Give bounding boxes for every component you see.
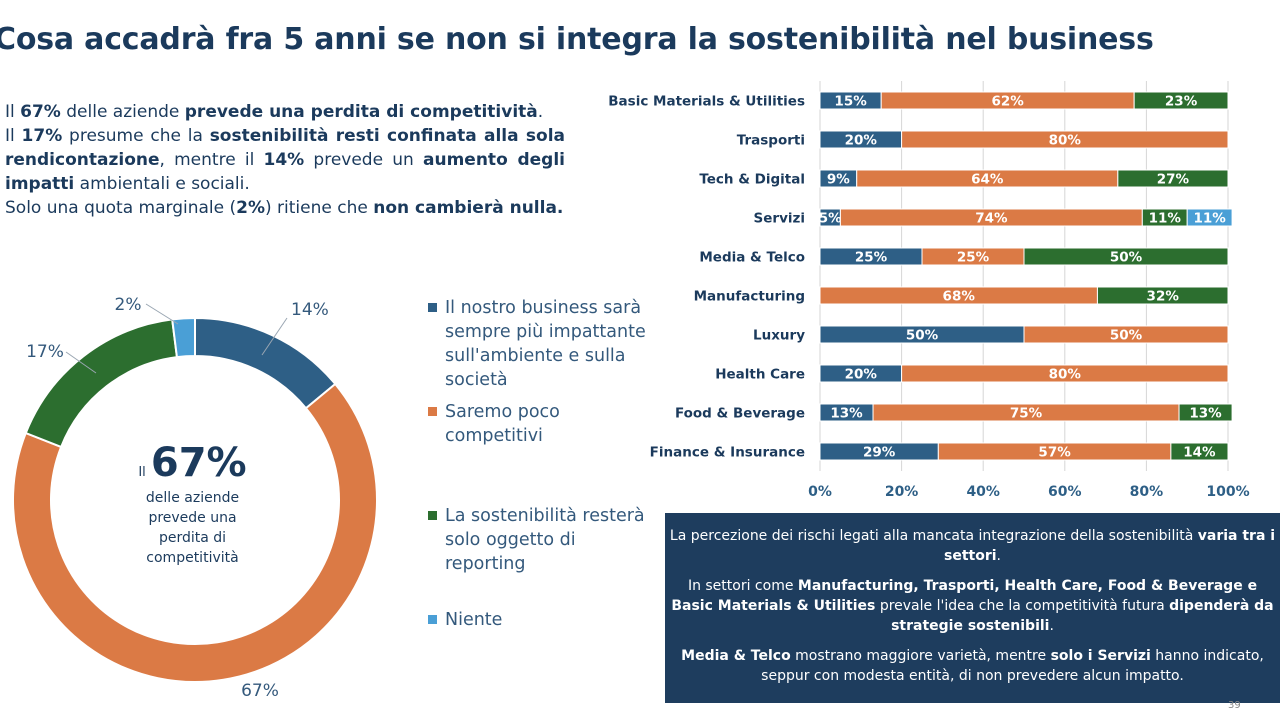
x-tick-label: 100% [1206,484,1249,500]
donut-center-description: delle aziende prevede una perdita di compet… [100,488,285,568]
data-label: 25% [855,250,888,266]
intro-text: Il 67% delle aziende prevede una perdita… [5,100,565,220]
data-label: 64% [971,172,1004,188]
x-tick-label: 0% [808,484,832,500]
donut-slice-label: 2% [115,295,142,315]
data-label: 62% [992,94,1025,110]
legend-label: Niente [445,610,503,630]
category-label: Manufacturing [694,289,805,305]
bar-segment [1170,442,1229,461]
data-label: 29% [863,445,896,461]
data-label: 80% [1049,133,1082,149]
category-label: Tech & Digital [699,172,805,188]
donut-center-pre: Il [138,465,146,480]
bar-segment [1023,325,1229,344]
data-label: 74% [975,211,1008,227]
data-label: 80% [1049,367,1082,383]
bar-segment [1023,247,1229,266]
data-label: 14% [1183,445,1216,461]
data-label: 13% [1189,406,1222,422]
donut-center-line: competitività [146,550,239,566]
legend-label: Il nostro business sarà sempre più impatt… [445,298,646,390]
donut-slice [171,316,196,359]
data-label: 27% [1157,172,1190,188]
data-label: 50% [906,328,939,344]
donut-slice-label: 14% [291,300,329,320]
category-label: Luxury [753,328,805,344]
x-tick-label: 60% [1048,484,1082,500]
donut-center-label: Il 67% delle aziende prevede una perdita d… [100,440,285,568]
donut-leader-line [261,317,288,356]
donut-leader-line [65,351,97,374]
category-label: Finance & Insurance [650,445,805,461]
donut-slice [194,316,337,410]
category-label: Food & Beverage [675,406,805,422]
data-label: 68% [943,289,976,305]
intro-paragraph-3: Solo una quota marginale (2%) ritiene ch… [5,198,564,218]
data-label: 11% [1193,211,1226,227]
insight-paragraph-3: Media & Telco mostrano maggiore varietà,… [681,648,1264,684]
bar-segment [1117,169,1229,188]
category-label: Trasporti [737,133,805,149]
data-label: 57% [1038,445,1071,461]
insight-panel: La percezione dei rischi legati alla man… [665,513,1280,703]
data-label: 75% [1010,406,1043,422]
page-number: 39 [1228,700,1241,711]
data-label: 20% [845,367,878,383]
legend-swatch [428,615,437,624]
bar-segment [1133,91,1229,110]
category-label: Media & Telco [699,250,805,266]
legend-label: La sostenibilità resterà solo oggetto di r… [445,506,645,574]
legend-item: Saremo poco competitivi [428,400,658,448]
bar-segment [901,364,1229,383]
bar-segment [1096,286,1229,305]
x-tick-label: 40% [966,484,1000,500]
legend-swatch [428,511,437,520]
donut-slice [24,318,179,449]
donut-center-line: prevede una [148,510,237,526]
page-title: Cosa accadrà fra 5 anni se non si integr… [0,22,1154,57]
donut-leader-line [145,303,179,325]
legend-label: Saremo poco competitivi [445,402,560,446]
donut-slice [12,382,378,683]
sector-bar-chart: 0% 20% 40% 60% 80% 100% Basic Materials & Util… [608,81,1250,500]
legend-swatch [428,407,437,416]
intro-paragraph-1: Il 67% delle aziende prevede una perdita… [5,102,544,122]
data-label: 50% [1110,250,1143,266]
legend-item: Niente [428,608,658,632]
category-label: Servizi [754,211,805,227]
data-label: 32% [1147,289,1180,305]
bar-segment [1178,403,1233,422]
data-label: 13% [830,406,863,422]
category-label: Health Care [715,367,805,383]
data-label: 15% [834,94,867,110]
donut-center-line: delle aziende [145,490,240,506]
donut-slice-label: 67% [241,681,279,701]
x-tick-label: 80% [1130,484,1164,500]
data-label: 25% [957,250,990,266]
legend-item: La sostenibilità resterà solo oggetto di r… [428,504,658,576]
legend-item: Il nostro business sarà sempre più impatt… [428,296,658,392]
data-label: 50% [1110,328,1143,344]
data-label: 11% [1149,211,1182,227]
donut-slice-label: 17% [26,342,64,362]
insight-paragraph-1: La percezione dei rischi legati alla man… [669,528,1276,564]
bar-segment [1186,208,1233,227]
donut-center-value: 67% [150,440,247,486]
data-label: 23% [1165,94,1198,110]
intro-paragraph-2: Il 17% presume che la sostenibilità rest… [5,126,566,194]
donut-chart: 14% 67% 17% 2% [12,295,378,701]
data-label: 20% [845,133,878,149]
x-tick-label: 20% [885,484,919,500]
data-label: 5% [819,211,842,227]
bar-segment [901,130,1229,149]
insight-paragraph-2: In settori come Manufacturing, Trasporti… [671,578,1274,634]
data-label: 9% [827,172,850,188]
category-label: Basic Materials & Utilities [608,94,805,110]
legend-swatch [428,303,437,312]
donut-center-line: perdita di [158,530,227,546]
